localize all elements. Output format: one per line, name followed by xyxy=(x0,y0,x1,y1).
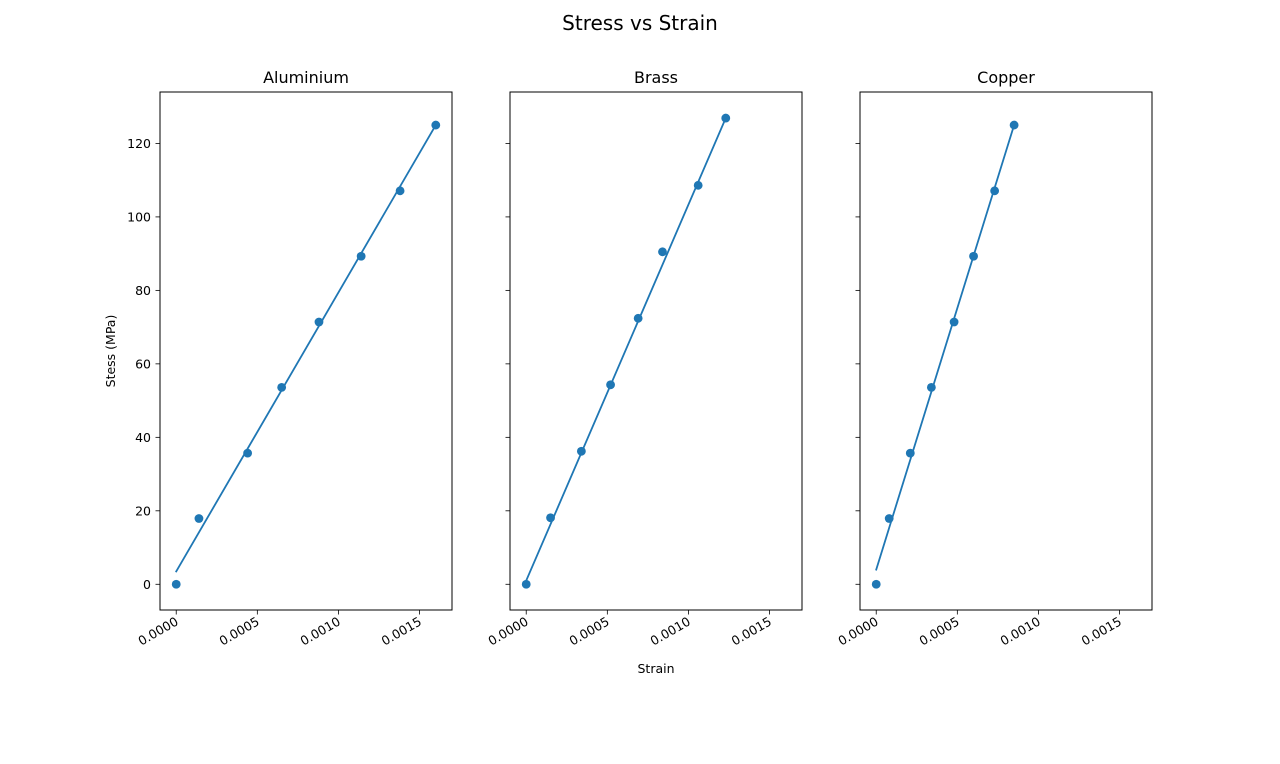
y-tick-label: 0 xyxy=(143,577,151,592)
data-point xyxy=(194,514,204,523)
data-point xyxy=(576,446,586,456)
fit-line xyxy=(875,123,1016,571)
y-tick-label: 20 xyxy=(135,503,151,518)
data-point xyxy=(431,120,441,130)
subplot-title: Copper xyxy=(977,68,1035,87)
data-point xyxy=(356,251,366,261)
y-axis-label: Stess (MPa) xyxy=(103,315,118,388)
data-point xyxy=(990,186,1000,196)
data-point xyxy=(1009,120,1019,130)
data-point xyxy=(721,113,731,123)
data-point xyxy=(871,579,881,589)
y-tick-label: 100 xyxy=(127,209,151,224)
data-point xyxy=(658,247,667,257)
data-point xyxy=(969,251,978,261)
data-point xyxy=(277,382,287,392)
data-point xyxy=(926,382,936,392)
data-point xyxy=(171,579,181,589)
figure-suptitle: Stress vs Strain xyxy=(562,11,718,35)
y-tick-label: 120 xyxy=(127,136,151,151)
axes-frame xyxy=(509,91,803,611)
axes-frame xyxy=(159,91,453,611)
data-point xyxy=(546,513,555,523)
fit-line xyxy=(525,116,727,582)
y-tick-label: 60 xyxy=(135,356,151,371)
data-point xyxy=(905,448,915,458)
data-point xyxy=(949,317,959,327)
y-tick-label: 40 xyxy=(135,430,151,445)
data-point xyxy=(243,448,253,458)
data-point xyxy=(314,317,324,327)
y-tick-label: 80 xyxy=(135,283,151,298)
fit-line xyxy=(174,123,438,573)
axes-frame xyxy=(859,91,1153,611)
data-point xyxy=(884,514,894,523)
data-point xyxy=(395,186,405,196)
data-point xyxy=(521,579,531,589)
x-axis-label: Strain xyxy=(637,661,674,676)
data-point xyxy=(693,180,703,190)
data-point xyxy=(633,313,643,323)
subplot-title: Brass xyxy=(634,68,678,87)
subplot-title: Aluminium xyxy=(263,68,349,87)
data-point xyxy=(606,380,615,390)
